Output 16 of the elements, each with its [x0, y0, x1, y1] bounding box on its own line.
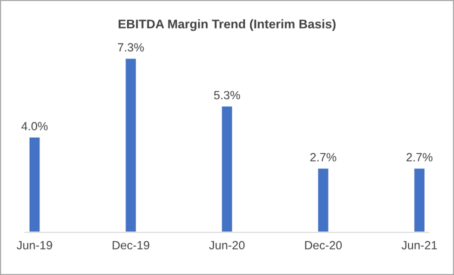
bar — [28, 136, 42, 232]
data-label: 7.3% — [118, 43, 144, 52]
bar — [316, 167, 330, 232]
data-label: 2.7% — [310, 153, 336, 162]
data-label: 4.0% — [21, 122, 48, 130]
chart-title: EBITDA Margin Trend (Interim Basis) — [118, 19, 336, 31]
x-tick-label: Jun-20 — [209, 241, 245, 250]
bar — [220, 105, 234, 232]
bar — [124, 57, 138, 232]
x-tick-label: Jun-21 — [402, 241, 437, 250]
data-label: 2.7% — [406, 153, 432, 162]
data-label: 5.3% — [214, 90, 240, 100]
x-tick-label: Jun-19 — [16, 241, 52, 250]
x-tick-label: Dec-20 — [305, 241, 342, 250]
bar — [412, 167, 426, 232]
x-tick-label: Dec-19 — [112, 241, 150, 250]
